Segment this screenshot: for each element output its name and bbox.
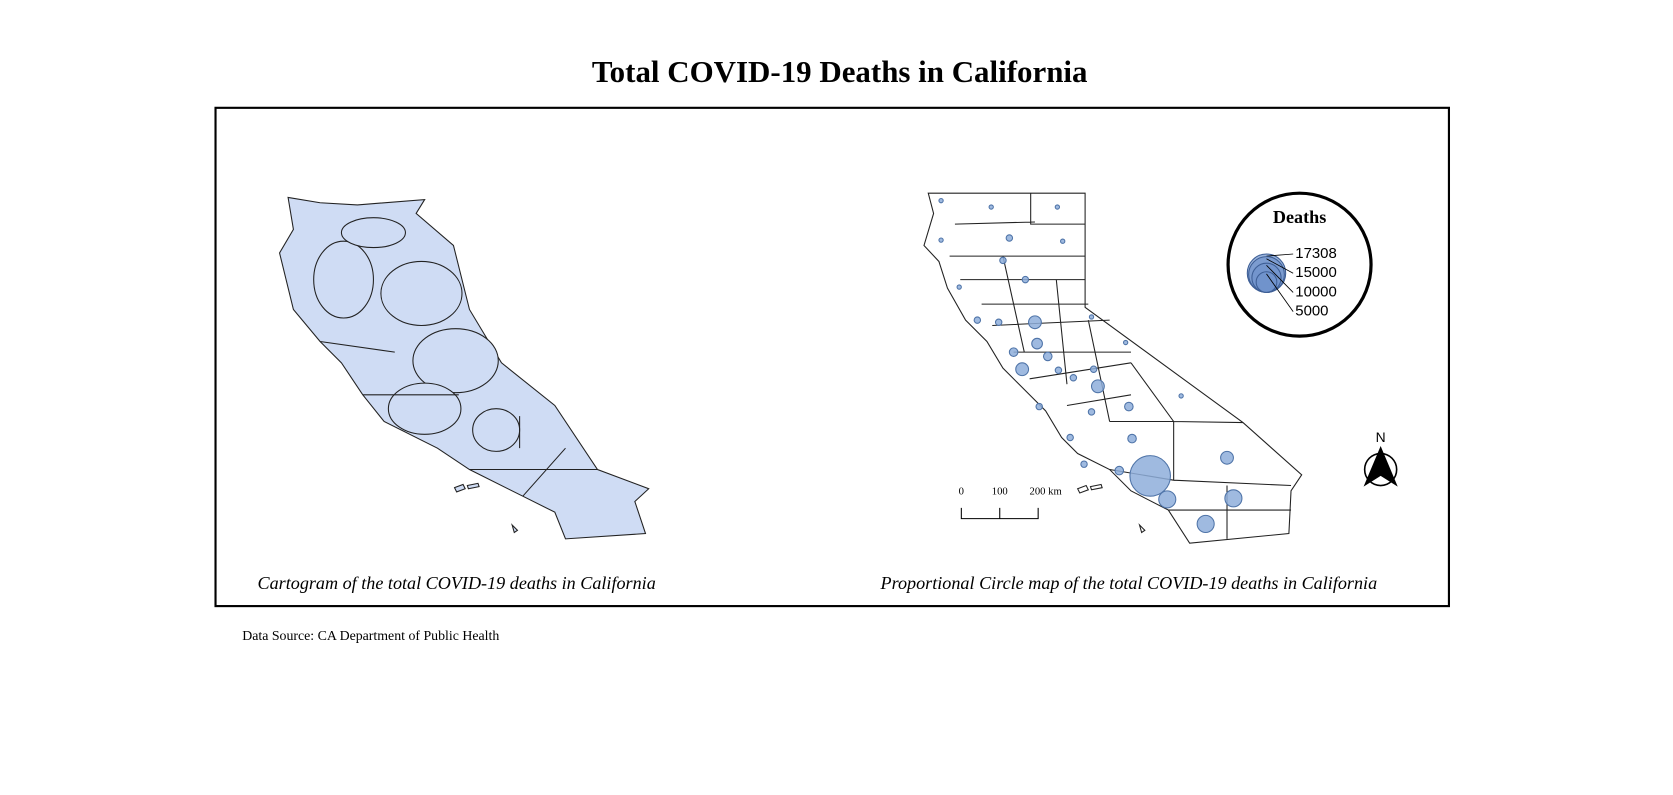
legend-label: 15000 [1295,264,1337,281]
leader-line [1266,258,1294,274]
circle [1122,339,1129,346]
legend-label: 17308 [1295,245,1337,262]
circle [1015,362,1030,377]
circle [1178,393,1184,399]
region [387,382,462,435]
circle [1158,490,1177,509]
circle [938,197,944,204]
circle [1196,514,1215,534]
scale-label: 200 km [1029,486,1062,497]
circle [1035,402,1043,411]
north-pointer [1363,446,1398,487]
circle [1127,433,1137,444]
circle [1088,314,1095,320]
data-source: Data Source: CA Department of Public Hea… [242,629,499,644]
region [472,408,521,452]
region [313,240,374,319]
circle [1087,408,1096,416]
legend-title: Deaths [1273,207,1326,227]
legend-label: 10000 [1295,283,1337,300]
frame [214,106,1451,608]
circle [1054,366,1063,375]
circle [1080,460,1088,468]
circle [1066,433,1074,442]
circle [1069,374,1078,382]
circle [938,237,944,243]
region [412,328,499,394]
legend-label: 5000 [1295,303,1328,320]
circle [956,284,962,290]
leader-line [1266,253,1294,257]
county-lines [949,193,1292,539]
scale-label: 100 [992,486,1008,497]
county-circles [938,197,1243,534]
title: Total COVID-19 Deaths in California [592,54,1088,89]
circle [1224,489,1243,508]
circle [1008,347,1019,357]
circle [1031,337,1043,350]
circle [1129,455,1171,497]
circle [1220,450,1234,465]
region [340,217,406,249]
legend-circle [1255,271,1278,293]
circle [988,204,994,210]
left-caption: Cartogram of the total COVID-19 deaths i… [258,573,656,593]
circle [1005,234,1014,242]
islands [1076,483,1146,534]
scale-line [960,507,1039,520]
state-outline [923,192,1303,544]
scale-label: 0 [959,486,964,497]
north-arrow [1363,446,1398,487]
boundary [320,340,598,497]
region [380,260,463,327]
scale-bar [960,507,1039,520]
islands [453,482,519,534]
north-label: N [1376,429,1386,445]
circle [1028,315,1042,330]
leader-line [1266,265,1294,293]
circle [1124,401,1134,412]
circle [1042,351,1053,362]
legend: 17308 15000 10000 5000 [1246,245,1337,320]
legend-frame [1226,191,1373,338]
leader-line [1266,273,1294,312]
circle [994,318,1003,327]
circle [1021,275,1030,284]
circle [1089,365,1098,373]
cartogram [278,196,650,540]
circle [1060,238,1066,244]
circle [1090,379,1105,394]
county-map [923,192,1303,544]
right-caption: Proportional Circle map of the total COV… [880,573,1378,593]
circle [973,316,982,324]
circle [1054,204,1061,210]
circle [999,256,1007,265]
circle [1114,465,1125,476]
